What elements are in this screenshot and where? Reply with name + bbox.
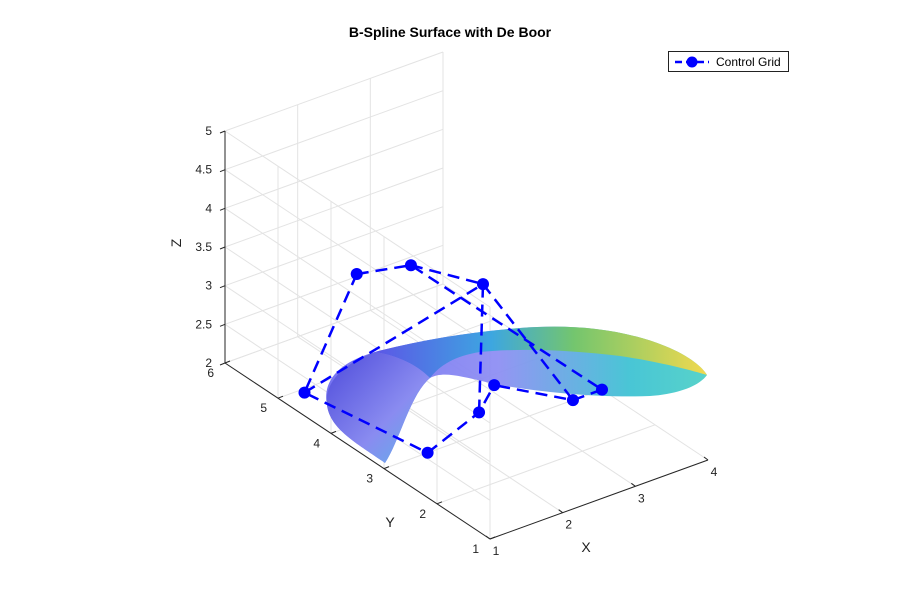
control-point-marker xyxy=(298,386,311,399)
z-tick-label: 3.5 xyxy=(195,240,212,254)
z-tick-label: 4 xyxy=(205,201,212,215)
chart-title: B-Spline Surface with De Boor xyxy=(348,24,552,40)
x-tick-label: 4 xyxy=(711,465,718,479)
floor-gridline-x xyxy=(370,309,636,487)
z-tick-mark xyxy=(219,169,226,173)
y-tick-label: 5 xyxy=(260,401,267,415)
control-point-marker xyxy=(421,446,434,459)
control-grid xyxy=(298,259,608,459)
z-tick-label: 3 xyxy=(205,279,212,293)
control-point-marker xyxy=(488,379,501,392)
y-tick-mark xyxy=(277,395,284,399)
side-wall-gridline-z xyxy=(224,246,491,424)
y-tick-label: 6 xyxy=(207,366,214,380)
back-wall-gridline-z xyxy=(224,283,444,364)
x-axis-line xyxy=(489,459,709,540)
control-point-marker xyxy=(404,259,417,272)
back-wall-gridline-z xyxy=(224,244,444,325)
y-tick-mark xyxy=(489,536,496,540)
z-tick-label: 2 xyxy=(205,356,212,370)
z-tick-mark xyxy=(219,285,226,289)
y-tick-label: 2 xyxy=(419,507,426,521)
z-tick-label: 5 xyxy=(205,124,212,138)
spline-surface xyxy=(326,326,707,463)
back-wall-gridline-z xyxy=(224,128,444,209)
side-wall-gridline-z xyxy=(224,130,491,308)
control-point-marker xyxy=(596,383,608,396)
control-grid-row xyxy=(410,264,485,413)
y-tick-label: 4 xyxy=(313,436,320,450)
surface-left-curl xyxy=(326,352,430,463)
z-tick-mark xyxy=(219,246,226,250)
z-tick-label: 2.5 xyxy=(195,317,212,331)
z-tick-mark xyxy=(219,323,226,327)
y-tick-label: 3 xyxy=(366,472,373,486)
x-tick-mark xyxy=(703,456,709,461)
control-point-marker xyxy=(350,267,363,280)
y-tick-label: 1 xyxy=(472,542,479,556)
back-wall-gridline-z xyxy=(224,206,444,287)
y-axis-label: Y xyxy=(385,514,395,530)
back-wall-gridline-z xyxy=(224,90,444,171)
y-tick-mark xyxy=(330,430,337,434)
y-axis-line xyxy=(224,362,491,540)
side-wall-gridline-z xyxy=(224,169,491,347)
axes-grid xyxy=(219,51,709,540)
control-point-marker xyxy=(477,278,489,291)
surface-back-sheet xyxy=(375,326,707,378)
x-tick-mark xyxy=(485,535,491,540)
control-point-marker xyxy=(473,406,486,419)
z-tick-mark xyxy=(219,362,226,366)
floor-gridline-x xyxy=(297,336,563,514)
x-tick-label: 1 xyxy=(493,544,500,558)
back-wall-gridline-z xyxy=(224,51,444,132)
y-tick-mark xyxy=(224,360,231,364)
legend[interactable]: Control Grid xyxy=(668,51,789,72)
floor-gridline-y xyxy=(436,424,656,505)
z-tick-mark xyxy=(219,207,226,211)
x-axis-label: X xyxy=(581,539,591,555)
z-axis-label: Z xyxy=(168,238,184,247)
x-tick-mark xyxy=(558,509,563,514)
z-tick-label: 4.5 xyxy=(195,163,212,177)
control-grid-column xyxy=(303,282,574,401)
control-point-marker xyxy=(566,394,579,407)
y-tick-mark xyxy=(436,501,443,505)
axis-labels: Z Y X xyxy=(168,238,591,555)
floor-gridline-y xyxy=(383,389,603,470)
z-tick-mark xyxy=(219,130,226,134)
back-wall-gridline-z xyxy=(224,167,444,248)
legend-line-marker-icon xyxy=(675,56,709,68)
x-tick-label: 3 xyxy=(638,491,645,505)
x-tick-label: 2 xyxy=(565,518,572,532)
control-grid-row xyxy=(302,273,429,454)
legend-entry-control-grid: Control Grid xyxy=(716,55,781,69)
x-tick-mark xyxy=(631,482,636,487)
y-tick-mark xyxy=(383,466,390,470)
